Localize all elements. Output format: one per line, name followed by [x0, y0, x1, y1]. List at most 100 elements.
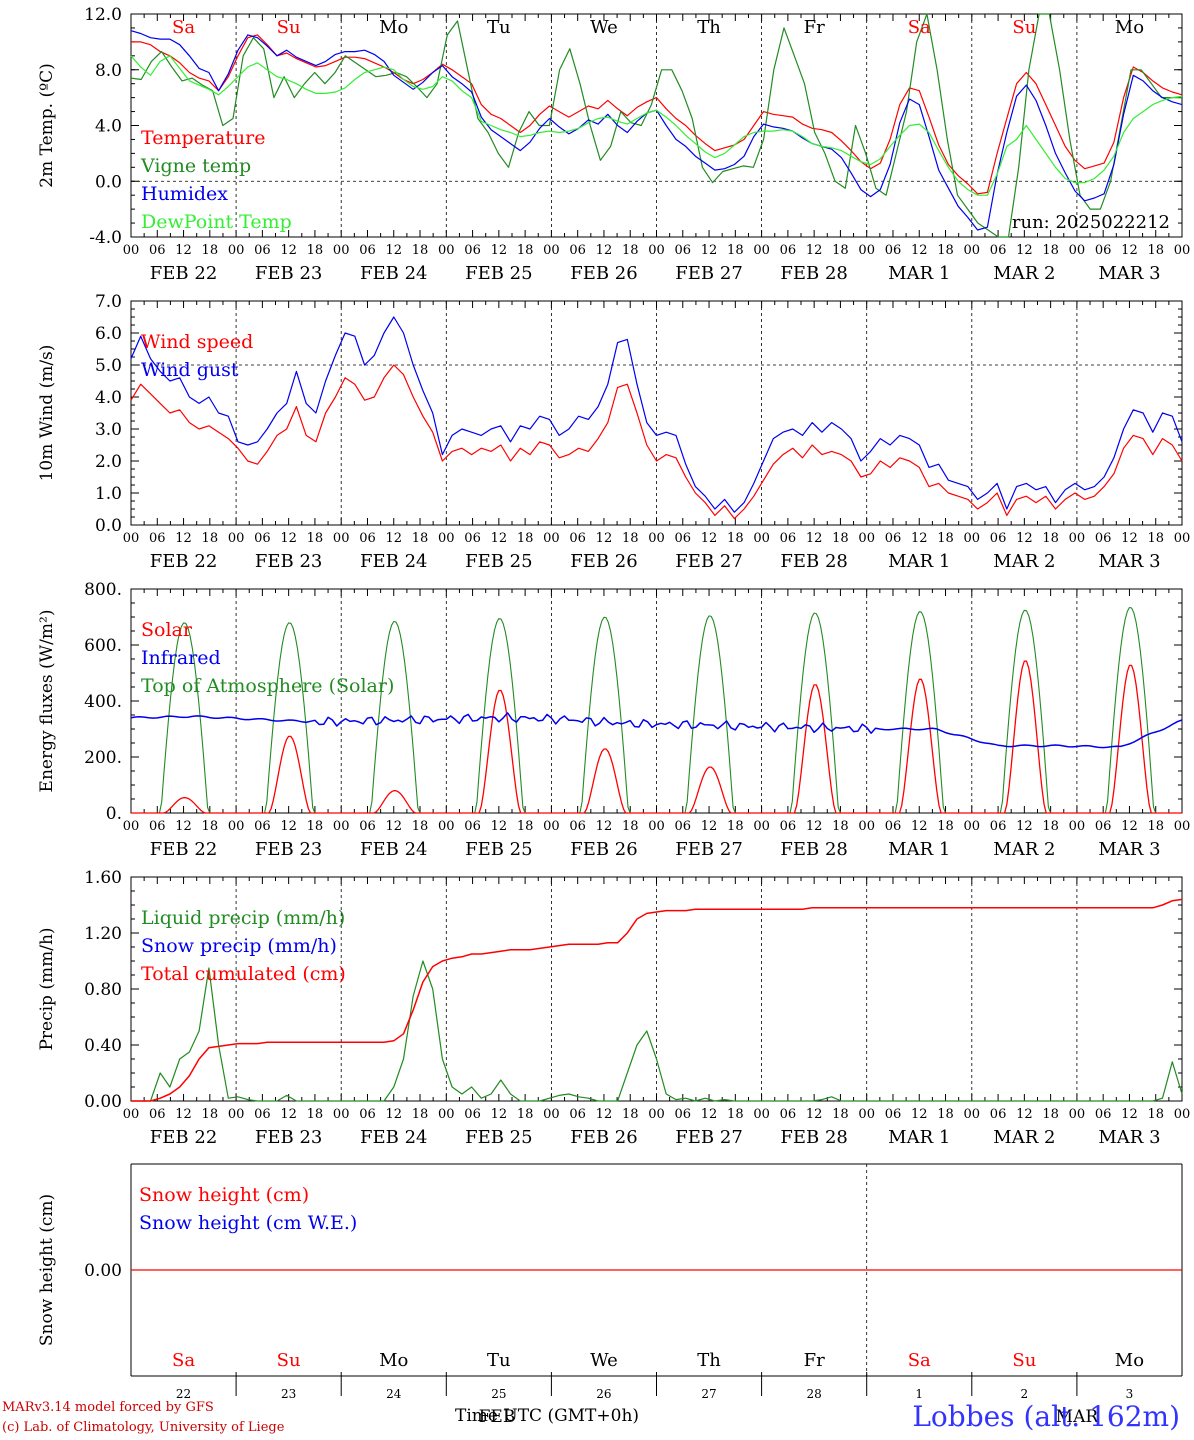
credit-line-2: (c) Lab. of Climatology, University of L… — [2, 1420, 285, 1435]
y-tick-label: 0.0 — [95, 172, 122, 192]
hour-tick-label: 00 — [964, 1107, 981, 1122]
day-number: 27 — [701, 1387, 716, 1401]
day-name: Tu — [487, 1350, 511, 1371]
hour-tick-label: 12 — [385, 1107, 402, 1122]
hour-tick-label: 06 — [885, 1107, 902, 1122]
hour-tick-label: 06 — [885, 819, 902, 834]
hour-tick-label: 06 — [359, 243, 376, 258]
hour-tick-label: 12 — [1121, 531, 1138, 546]
hour-tick-label: 18 — [202, 1107, 219, 1122]
hour-tick-label: 18 — [832, 531, 849, 546]
day-name: Mo — [379, 1350, 408, 1371]
hour-tick-label: 00 — [123, 819, 140, 834]
y-tick-label: 5.0 — [95, 356, 122, 376]
y-tick-label: 12.0 — [84, 5, 122, 25]
y-tick-label: 0.40 — [84, 1036, 122, 1056]
hour-tick-label: 12 — [491, 531, 508, 546]
hour-tick-label: 18 — [622, 1107, 639, 1122]
hour-tick-label: 00 — [648, 1107, 665, 1122]
hour-tick-label: 12 — [1016, 531, 1033, 546]
hour-tick-label: 06 — [464, 531, 481, 546]
date-label: FEB 25 — [465, 1127, 532, 1148]
hour-tick-label: 18 — [307, 243, 324, 258]
hour-tick-label: 18 — [937, 243, 954, 258]
y-tick-label: 8.0 — [95, 61, 122, 81]
y-tick-label: 800. — [84, 580, 122, 600]
hour-tick-label: 00 — [1174, 243, 1191, 258]
legend-entry: Snow height (cm) — [139, 1184, 309, 1206]
hour-tick-label: 06 — [569, 243, 586, 258]
y-tick-label: -4.0 — [89, 228, 122, 248]
hour-tick-label: 00 — [648, 819, 665, 834]
hour-tick-label: 06 — [675, 243, 692, 258]
y-tick-label: 3.0 — [95, 420, 122, 440]
hour-tick-label: 12 — [1016, 1107, 1033, 1122]
hour-tick-label: 12 — [596, 1107, 613, 1122]
date-label: FEB 22 — [150, 1127, 217, 1148]
date-label: FEB 28 — [780, 1127, 847, 1148]
legend-entry: Solar — [141, 619, 193, 641]
hour-tick-label: 06 — [675, 819, 692, 834]
hour-tick-label: 18 — [307, 1107, 324, 1122]
panel-1: -4.0 0.0 4.0 8.0 12.0 2m Temp. (ºC) Temperatur… — [37, 5, 1190, 284]
date-label: FEB 28 — [780, 551, 847, 572]
hour-tick-label: 00 — [1174, 819, 1191, 834]
day-name: Sa — [172, 17, 195, 38]
date-label: MAR 1 — [888, 1127, 950, 1148]
solar-line — [131, 660, 1182, 814]
day-name: Su — [277, 1350, 301, 1371]
hour-tick-label: 12 — [911, 243, 928, 258]
day-name: Fr — [804, 17, 825, 38]
hour-tick-label: 12 — [280, 243, 297, 258]
day-name: Su — [1012, 1350, 1036, 1371]
month-label: MAR — [1056, 1407, 1100, 1427]
hour-tick-label: 18 — [937, 819, 954, 834]
hour-tick-label: 06 — [990, 531, 1007, 546]
hour-tick-label: 06 — [1095, 531, 1112, 546]
hour-tick-label: 12 — [280, 1107, 297, 1122]
date-label: FEB 26 — [570, 1127, 637, 1148]
y-tick-label: 400. — [84, 692, 122, 712]
hour-tick-label: 12 — [701, 819, 718, 834]
hour-tick-label: 18 — [202, 819, 219, 834]
hour-tick-label: 12 — [911, 1107, 928, 1122]
day-name: Th — [697, 17, 721, 38]
hour-tick-label: 06 — [1095, 243, 1112, 258]
panel-2: 0.0 1.0 2.0 3.0 4.0 5.0 6.0 7.0 10m Wind (m/s) Wi… — [37, 292, 1190, 572]
hour-tick-label: 18 — [1042, 819, 1059, 834]
y-axis-label: 10m Wind (m/s) — [37, 345, 57, 482]
hour-tick-label: 12 — [491, 1107, 508, 1122]
hour-tick-label: 00 — [228, 243, 245, 258]
y-axis-label: 2m Temp. (ºC) — [37, 63, 57, 188]
day-name: Mo — [1115, 1350, 1144, 1371]
hour-tick-label: 18 — [517, 243, 534, 258]
date-label: FEB 26 — [570, 263, 637, 284]
hour-tick-label: 06 — [885, 531, 902, 546]
hour-tick-label: 18 — [937, 531, 954, 546]
hour-tick-label: 06 — [1095, 1107, 1112, 1122]
date-label: MAR 2 — [993, 839, 1055, 860]
hour-tick-label: 06 — [254, 243, 271, 258]
hour-tick-label: 06 — [569, 1107, 586, 1122]
legend-entry: Total cumulated (cm) — [141, 963, 346, 985]
date-label: MAR 2 — [993, 1127, 1055, 1148]
hour-tick-label: 00 — [753, 819, 770, 834]
y-axis-label: Precip (mm/h) — [37, 927, 57, 1050]
hour-tick-label: 18 — [1042, 531, 1059, 546]
hour-tick-label: 00 — [753, 531, 770, 546]
day-number: 22 — [176, 1387, 191, 1401]
hour-tick-label: 00 — [228, 1107, 245, 1122]
hour-tick-label: 00 — [964, 531, 981, 546]
hour-tick-label: 00 — [543, 531, 560, 546]
y-axis-label: Snow height (cm) — [37, 1194, 57, 1346]
hour-tick-label: 12 — [1121, 1107, 1138, 1122]
hour-tick-label: 12 — [806, 243, 823, 258]
hour-tick-label: 18 — [622, 531, 639, 546]
hour-tick-label: 06 — [675, 531, 692, 546]
hour-tick-label: 00 — [438, 531, 455, 546]
hour-tick-label: 12 — [1121, 819, 1138, 834]
day-name: Sa — [908, 17, 931, 38]
hour-tick-label: 00 — [123, 1107, 140, 1122]
day-number: 26 — [596, 1387, 611, 1401]
hour-tick-label: 12 — [596, 819, 613, 834]
